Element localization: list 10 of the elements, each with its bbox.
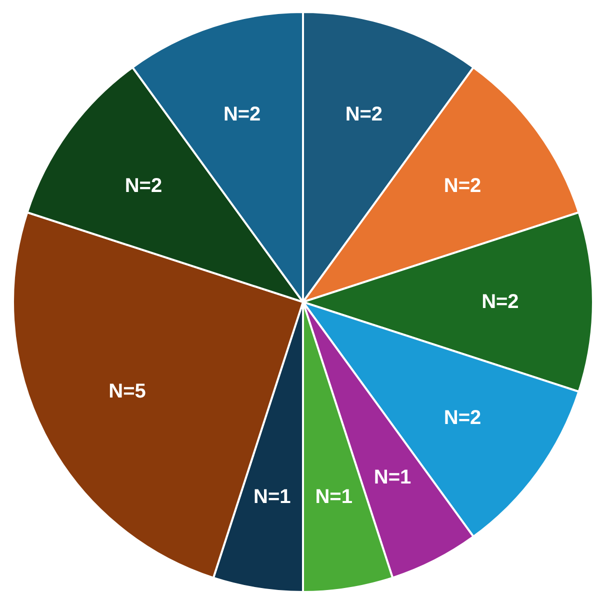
data-label: N=2 (444, 406, 482, 429)
data-label: N=2 (124, 175, 162, 198)
data-label: N=1 (374, 466, 412, 489)
data-label: N=1 (254, 486, 291, 508)
data-label: N=1 (315, 486, 352, 508)
data-label: N=2 (444, 175, 482, 198)
data-label: N=2 (482, 291, 519, 313)
data-label: N=2 (223, 103, 261, 126)
data-label: N=2 (345, 103, 383, 126)
data-label: N=5 (108, 380, 146, 403)
